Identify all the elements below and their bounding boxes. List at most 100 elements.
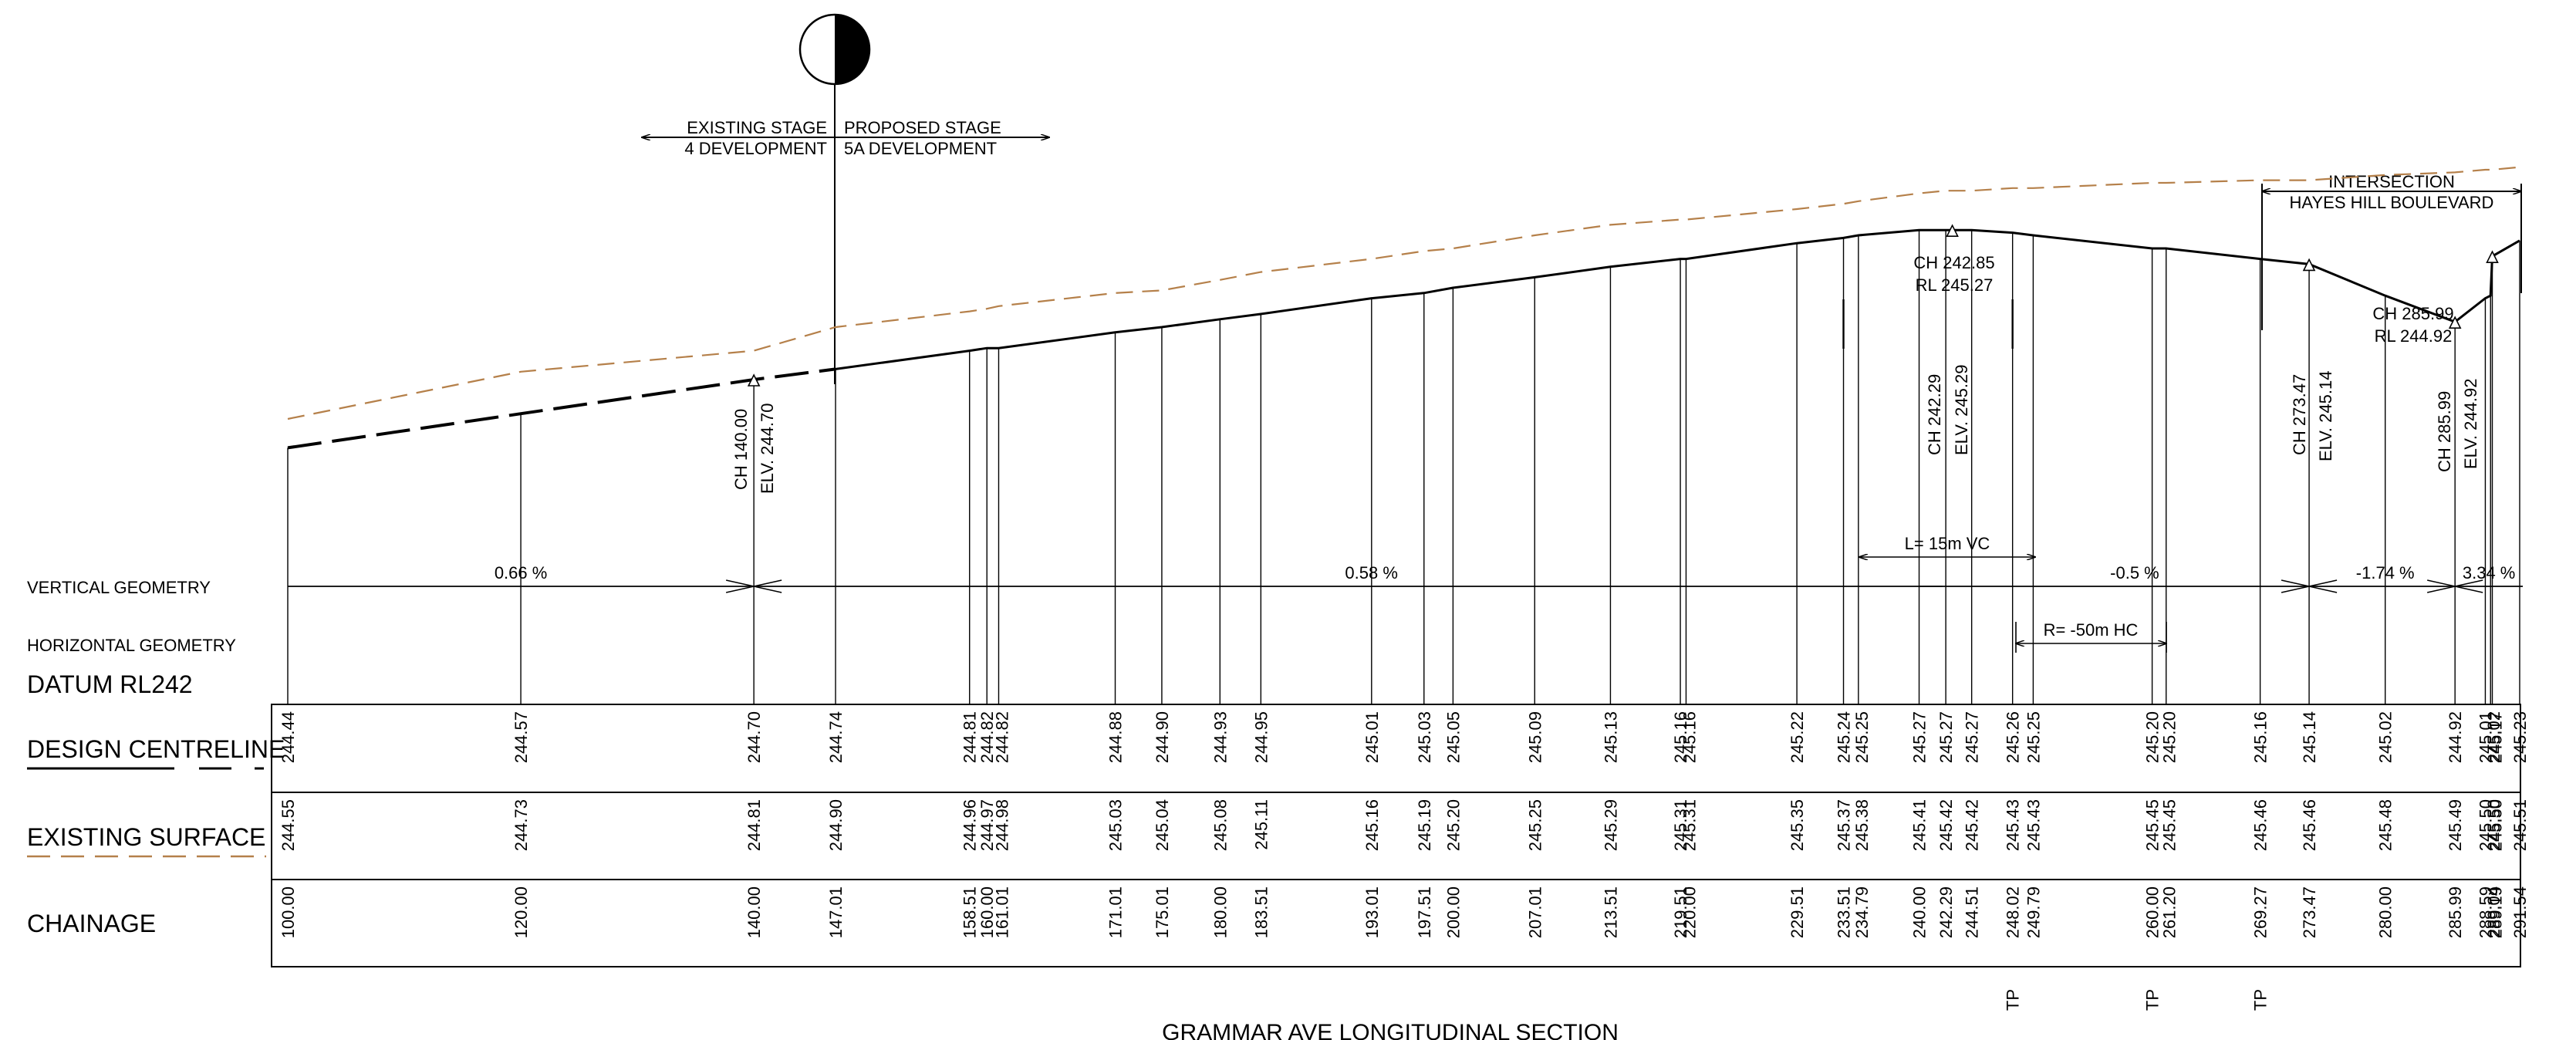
annotation-ch285-rot: CH 285.99: [2435, 391, 2454, 472]
existing-elevation-value: 245.11: [1251, 799, 1271, 850]
design-elevation-value: 245.13: [1601, 711, 1620, 763]
chainage-label: CHAINAGE: [27, 910, 156, 937]
chainage-value: 219.51: [1671, 886, 1690, 938]
chainage-value: 171.01: [1106, 886, 1126, 938]
intersection-label: INTERSECTION: [2328, 172, 2455, 191]
existing-elevation-value: 245.31: [1671, 799, 1690, 851]
existing-elevation-value: 245.50: [2484, 799, 2503, 851]
proposed-stage-label: 5A DEVELOPMENT: [844, 139, 997, 158]
existing-elevation-value: 245.48: [2376, 799, 2395, 851]
horizontal-curve-label: R= -50m HC: [2044, 620, 2139, 640]
design-elevation-value: 245.05: [1443, 711, 1463, 763]
existing-elevation-value: 245.38: [1852, 799, 1872, 851]
design-elevation-value: 244.81: [961, 711, 980, 763]
existing-elevation-value: 245.43: [2004, 799, 2023, 851]
design-elevation-value: 245.02: [2376, 711, 2395, 763]
design-elevation-value: 245.02: [2484, 711, 2503, 763]
chainage-value: 180.00: [1210, 886, 1230, 938]
existing-elevation-value: 245.49: [2446, 799, 2465, 851]
chainage-value: 289.19: [2487, 886, 2506, 938]
design-elevation-value: 245.17: [2487, 711, 2506, 763]
annotation-ch285-top: CH 285.99: [2372, 304, 2453, 323]
design-elevation-value: 245.27: [1910, 711, 1929, 763]
existing-elevation-value: 245.50: [2476, 799, 2495, 851]
design-elevation-value: 245.27: [1963, 711, 1982, 763]
design-centreline-existing-stage: [287, 367, 836, 450]
grade-label: 0.58 %: [1345, 563, 1398, 582]
table-values-group: 244.44 244.55 100.00 244.57 244.73 120.00 244.…: [279, 711, 2530, 938]
existing-elevation-value: 244.97: [977, 799, 997, 851]
existing-elevation-value: 245.45: [2160, 799, 2179, 851]
annotation-ch140: CH 140.00: [731, 409, 751, 490]
existing-elevation-value: 244.90: [826, 799, 846, 851]
chainage-value: 147.01: [826, 886, 846, 938]
design-elevation-value: 244.44: [279, 711, 298, 763]
design-elevation-value: 245.26: [2004, 711, 2023, 763]
design-elevation-value: 245.25: [2024, 711, 2043, 763]
grade-break-icon: [2308, 579, 2338, 593]
design-elevation-value: 245.14: [2300, 711, 2319, 763]
grades-group: 0.66 % 0.58 % -0.5 % -1.74 % 3.34 %: [495, 563, 2515, 593]
existing-stage-label: EXISTING STAGE: [687, 118, 827, 137]
design-elevation-value: 244.57: [511, 711, 531, 763]
existing-elevation-value: 245.04: [1153, 799, 1172, 851]
grade-label: -0.5 %: [2110, 563, 2159, 582]
existing-elevation-value: 245.19: [1415, 799, 1434, 851]
chainage-value: 234.79: [1852, 886, 1872, 938]
existing-elevation-value: 244.96: [961, 799, 980, 851]
existing-elevation-value: 245.08: [1210, 799, 1230, 851]
design-elevation-value: 244.82: [977, 711, 997, 763]
tp-label: TP: [2004, 989, 2023, 1011]
existing-elevation-value: 244.98: [993, 799, 1012, 851]
design-elevation-value: 244.70: [744, 711, 764, 763]
chainage-value: 220.00: [1680, 886, 1700, 938]
existing-elevation-value: 244.73: [511, 799, 531, 851]
existing-elevation-value: 245.42: [1936, 799, 1956, 851]
chainage-value: 244.51: [1963, 886, 1982, 938]
existing-surface-label: EXISTING SURFACE: [27, 823, 265, 851]
existing-elevation-value: 245.03: [1106, 799, 1126, 851]
annotation-ch242-85-rl: RL 245.27: [1916, 275, 1994, 295]
design-elevation-value: 245.24: [1835, 711, 1854, 763]
chainage-value: 288.59: [2476, 886, 2495, 938]
existing-elevation-value: 245.46: [2300, 799, 2319, 851]
intersection-label: HAYES HILL BOULEVARD: [2290, 193, 2494, 212]
design-elevation-value: 245.20: [2160, 711, 2179, 763]
chainage-value: 100.00: [279, 886, 298, 938]
chainage-value: 207.01: [1525, 886, 1545, 938]
tp-label: TP: [2251, 989, 2270, 1011]
existing-elevation-value: 245.41: [1910, 799, 1929, 851]
design-elevation-value: 244.93: [1210, 711, 1230, 763]
chainage-value: 249.79: [2024, 886, 2043, 938]
chainage-value: 260.00: [2143, 886, 2162, 938]
design-elevation-value: 244.88: [1106, 711, 1126, 763]
horizontal-geometry-label: HORIZONTAL GEOMETRY: [27, 636, 236, 655]
chainage-value: 269.27: [2251, 886, 2270, 938]
chainage-value: 213.51: [1601, 886, 1620, 938]
design-elevation-value: 245.03: [1415, 711, 1434, 763]
design-elevation-value: 244.95: [1251, 711, 1271, 763]
stage-symbol-icon: [798, 13, 871, 86]
ip-marker-icon: [2302, 258, 2316, 272]
vertical-curve-label: L= 15m VC: [1905, 534, 1990, 553]
design-centreline-proposed-stage: [835, 228, 2520, 370]
design-elevation-value: 245.09: [1525, 711, 1545, 763]
chainage-value: 140.00: [744, 886, 764, 938]
grade-label: 0.66 %: [495, 563, 548, 582]
design-elevation-value: 245.01: [2476, 711, 2495, 763]
chainage-value: 289.04: [2484, 886, 2503, 938]
chainage-value: 200.00: [1443, 886, 1463, 938]
chainage-value: 175.01: [1153, 886, 1172, 938]
annotation-ch285-rot-elv: ELV. 244.92: [2461, 379, 2480, 469]
chainage-value: 229.51: [1788, 886, 1807, 938]
existing-elevation-value: 245.45: [2143, 799, 2162, 851]
existing-stage-label: 4 DEVELOPMENT: [684, 139, 827, 158]
existing-elevation-value: 245.16: [1362, 799, 1382, 851]
design-elevation-value: 245.25: [1852, 711, 1872, 763]
annotation-ch273: CH 273.47: [2290, 374, 2309, 455]
grade-label: -1.74 %: [2356, 563, 2415, 582]
vertical-geometry-label: VERTICAL GEOMETRY: [27, 578, 211, 597]
existing-elevation-value: 245.50: [2487, 799, 2506, 851]
design-elevation-value: 245.16: [2251, 711, 2270, 763]
